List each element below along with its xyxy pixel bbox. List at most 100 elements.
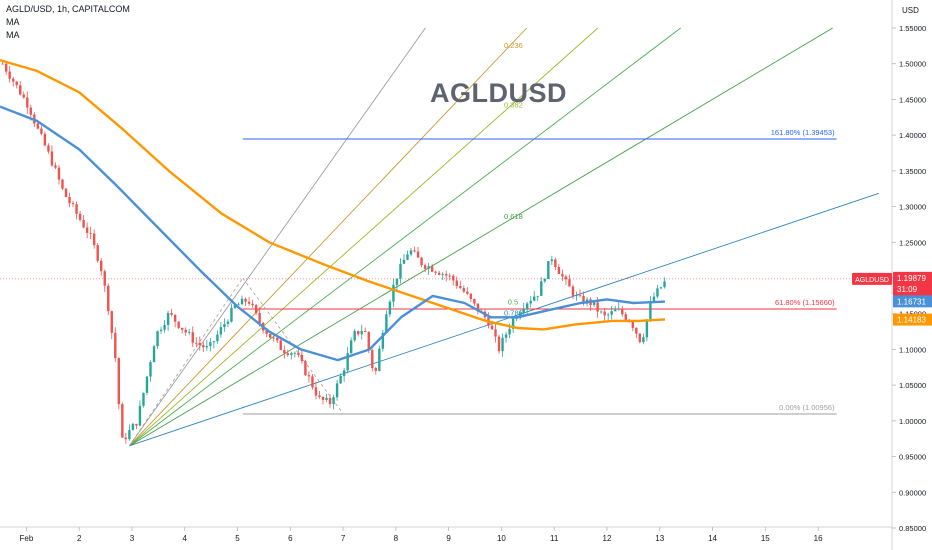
fib-level-label-1: 61.80% (1.15660) bbox=[775, 298, 835, 307]
candle-body bbox=[413, 250, 416, 252]
candle-body bbox=[568, 279, 571, 287]
candle-body bbox=[395, 278, 399, 285]
candle-body bbox=[78, 213, 82, 220]
ma-line-0 bbox=[0, 58, 666, 331]
candle-body bbox=[349, 340, 353, 354]
triangle-edge-0 bbox=[128, 277, 244, 447]
candle-body bbox=[473, 298, 476, 304]
candle-body bbox=[89, 232, 92, 234]
trend-triangle bbox=[128, 277, 344, 447]
fib-level-label-2: 0.00% (1.00956) bbox=[779, 403, 835, 412]
ma-legend-1[interactable]: MA bbox=[6, 17, 20, 27]
fib-fan-label-5: 0.786 bbox=[504, 309, 523, 318]
candle-body bbox=[304, 361, 307, 376]
candle-body bbox=[131, 423, 135, 431]
current-price-tag-bg bbox=[893, 271, 932, 296]
candle-body bbox=[402, 259, 406, 264]
candle-body bbox=[476, 303, 480, 312]
candle-body bbox=[571, 286, 575, 296]
candle-body bbox=[501, 337, 504, 352]
candle-body bbox=[339, 375, 342, 384]
candle-body bbox=[223, 324, 226, 328]
candle-body bbox=[445, 274, 448, 276]
candle-body bbox=[606, 314, 610, 316]
candle-body bbox=[371, 350, 374, 369]
x-tick-label: 5 bbox=[235, 534, 240, 543]
candle-body bbox=[268, 333, 272, 338]
candle-body bbox=[8, 71, 11, 79]
x-tick-label: 9 bbox=[446, 534, 451, 543]
symbol-watermark: AGLDUSD bbox=[430, 78, 567, 108]
y-tick-label: 1.25000 bbox=[899, 238, 926, 247]
x-tick-label: 16 bbox=[814, 534, 823, 543]
candle-body bbox=[364, 330, 367, 333]
candle-body bbox=[124, 437, 128, 440]
moving-averages bbox=[0, 58, 666, 362]
candle-body bbox=[511, 318, 515, 329]
candle-body bbox=[522, 309, 525, 314]
candle-body bbox=[159, 329, 163, 332]
candle-body bbox=[575, 295, 578, 297]
x-tick-label: 4 bbox=[183, 534, 188, 543]
x-tick-label: 15 bbox=[761, 534, 770, 543]
candle-body bbox=[100, 260, 103, 272]
candle-body bbox=[346, 353, 349, 371]
candle-body bbox=[321, 396, 325, 400]
candle-body bbox=[297, 352, 300, 355]
candle-body bbox=[283, 350, 286, 354]
candle-body bbox=[142, 392, 145, 406]
fib-fan-label-1: 0.236 bbox=[504, 41, 523, 50]
x-tick-label: 11 bbox=[550, 534, 559, 543]
candle-body bbox=[300, 354, 304, 362]
candle-body bbox=[332, 397, 335, 405]
ma-blue-tag-bg bbox=[893, 295, 932, 308]
candle-body bbox=[452, 275, 455, 281]
x-tick-label: 6 bbox=[288, 534, 293, 543]
fib-level-label-0: 161.80% (1.39453) bbox=[771, 128, 835, 137]
price-labels: AGLDUSD 1.19879 31:09 1.16731 1.14183 bbox=[852, 271, 932, 326]
candle-body bbox=[385, 314, 388, 333]
candle-body bbox=[82, 219, 85, 228]
candle-body bbox=[378, 348, 381, 371]
candle-body bbox=[494, 329, 497, 337]
candle-body bbox=[19, 85, 22, 95]
candle-body bbox=[592, 302, 596, 305]
x-tick-label: 10 bbox=[497, 534, 506, 543]
candle-body bbox=[205, 346, 209, 348]
x-tick-label: 3 bbox=[130, 534, 135, 543]
candle-body bbox=[638, 333, 642, 343]
ma-legend-2[interactable]: MA bbox=[6, 30, 20, 40]
x-tick-label: 14 bbox=[708, 534, 717, 543]
candle-body bbox=[135, 423, 138, 426]
candle-body bbox=[247, 301, 251, 304]
candle-body bbox=[656, 288, 659, 297]
candle-body bbox=[209, 342, 212, 347]
candle-body bbox=[533, 296, 536, 301]
y-tick-label: 1.40000 bbox=[899, 131, 926, 140]
y-tick-label: 0.95000 bbox=[899, 453, 926, 462]
candle-body bbox=[497, 336, 501, 352]
y-tick-label: 1.55000 bbox=[899, 24, 926, 33]
candle-body bbox=[85, 227, 89, 233]
y-tick-label: 1.05000 bbox=[899, 381, 926, 390]
candle-body bbox=[374, 368, 378, 371]
candle-body bbox=[68, 197, 71, 204]
candle-body bbox=[138, 405, 142, 426]
candle-body bbox=[603, 311, 606, 316]
y-tick-label: 0.85000 bbox=[899, 524, 926, 533]
candle-body bbox=[342, 370, 346, 376]
candle-body bbox=[54, 165, 57, 168]
fib-fan-label-half: 0.5 bbox=[508, 297, 518, 306]
candle-body bbox=[156, 331, 159, 347]
candle-body bbox=[617, 308, 620, 310]
candle-body bbox=[328, 397, 332, 405]
symbol-tag-bg bbox=[852, 272, 892, 285]
x-tick-label: 12 bbox=[603, 534, 612, 543]
candle-body bbox=[367, 332, 370, 351]
candle-body bbox=[29, 107, 33, 115]
candle-body bbox=[149, 362, 152, 377]
candle-body bbox=[561, 273, 564, 277]
candle-body bbox=[251, 303, 254, 306]
candle-body bbox=[392, 284, 395, 302]
